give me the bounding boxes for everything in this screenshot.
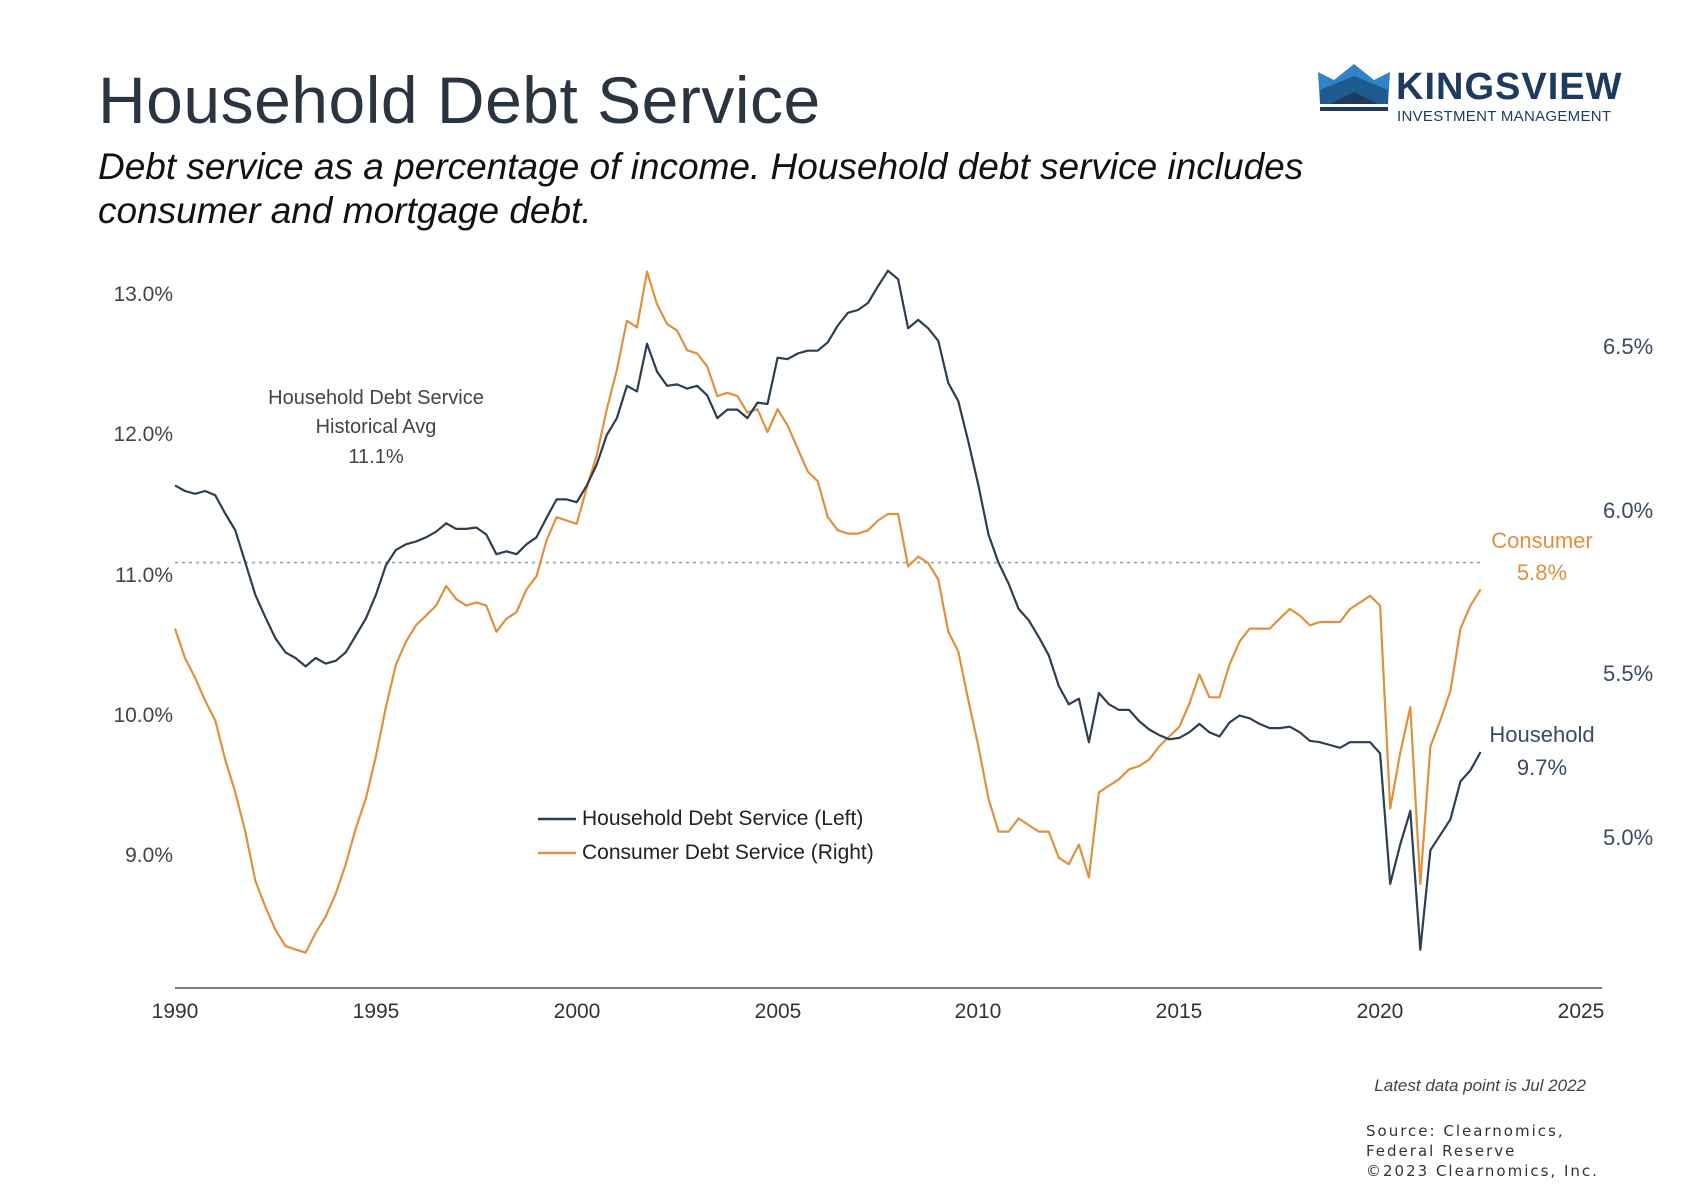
subtitle-line-2: consumer and mortgage debt. [98, 190, 592, 231]
page-title: Household Debt Service [98, 63, 821, 137]
x-tick-label: 2010 [954, 1000, 1002, 1023]
y-left-tick-label: 10.0% [113, 704, 173, 727]
y-left-tick-label: 11.0% [115, 564, 173, 587]
consumer-end-label: Consumer [1491, 528, 1593, 553]
historical-avg-annotation-value: 11.1% [348, 446, 404, 468]
household-end-value: 9.7% [1516, 755, 1568, 780]
source-line-2: Federal Reserve [1366, 1142, 1517, 1160]
x-tick-label: 1990 [151, 1000, 199, 1023]
y-left-tick-label: 12.0% [113, 423, 173, 446]
subtitle-line-1: Debt service as a percentage of income. … [98, 146, 1304, 187]
historical-avg-annotation-line2: Historical Avg [315, 416, 437, 438]
legend-label-household: Household Debt Service (Left) [582, 807, 864, 830]
x-tick-label: 2025 [1557, 1000, 1605, 1023]
legend-label-consumer: Consumer Debt Service (Right) [582, 841, 874, 864]
y-right-tick-label: 5.5% [1603, 661, 1654, 686]
logo-tagline: INVESTMENT MANAGEMENT [1397, 108, 1612, 125]
x-tick-label: 2020 [1356, 1000, 1404, 1023]
y-right-tick-label: 6.5% [1603, 334, 1654, 359]
y-right-tick-label: 6.0% [1603, 498, 1654, 523]
household-end-label: Household [1489, 722, 1595, 747]
consumer-debt-service-line [173, 270, 1482, 954]
y-left-tick-label: 9.0% [125, 844, 173, 867]
household-debt-service-line [174, 269, 1482, 951]
y-left-tick-label: 13.0% [113, 283, 173, 306]
logo-wordmark: KINGSVIEW [1396, 66, 1623, 108]
x-tick-label: 2000 [553, 1000, 601, 1023]
historical-avg-annotation-line1: Household Debt Service [268, 387, 484, 409]
kingsview-crown-logo-icon [1318, 64, 1390, 111]
y-right-tick-label: 5.0% [1603, 825, 1654, 850]
latest-data-note: Latest data point is Jul 2022 [1374, 1076, 1586, 1095]
x-tick-label: 2015 [1155, 1000, 1203, 1023]
x-tick-label: 1995 [352, 1000, 400, 1023]
x-tick-label: 2005 [754, 1000, 802, 1023]
copyright: ©2023 Clearnomics, Inc. [1366, 1162, 1599, 1180]
source-line-1: Source: Clearnomics, [1366, 1122, 1565, 1140]
consumer-end-value: 5.8% [1516, 560, 1568, 585]
